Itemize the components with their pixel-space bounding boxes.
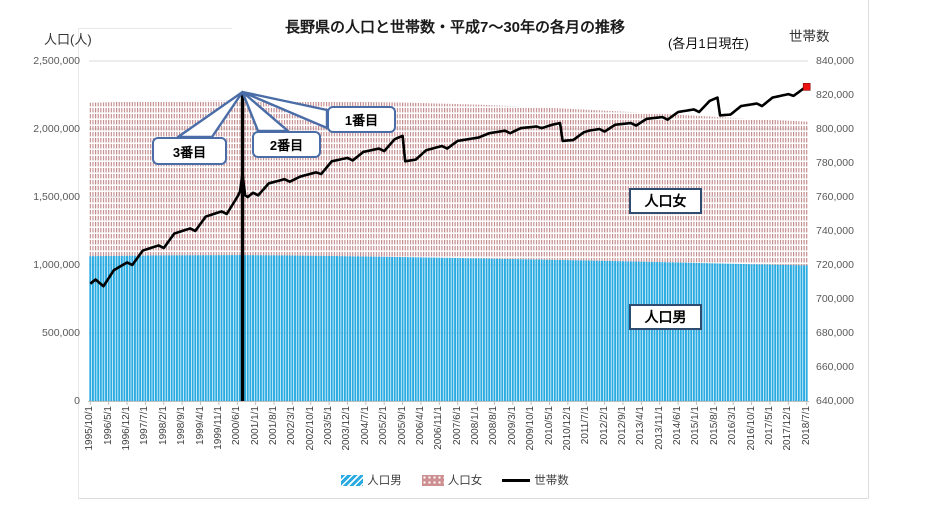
- x-axis-tick-label: 2008/8/1: [488, 406, 500, 445]
- x-axis-tick-label: 2016/3/1: [727, 406, 739, 445]
- right-axis-tick-label: 640,000: [816, 395, 854, 407]
- x-axis-tick-label: 2010/12/1: [561, 406, 573, 451]
- x-axis-tick-label: 2006/11/1: [433, 406, 445, 450]
- x-axis-tick-label: 2005/9/1: [396, 406, 408, 445]
- left-axis-tick-label: 500,000: [42, 327, 80, 339]
- left-axis-tick-label: 1,000,000: [33, 259, 80, 271]
- left-axis-tick-label: 2,500,000: [33, 55, 80, 67]
- right-axis-tick-label: 740,000: [816, 225, 854, 237]
- legend-item-male: 人口男: [341, 472, 402, 488]
- right-axis-tick-label: 780,000: [816, 157, 854, 169]
- x-axis-tick-label: 2005/2/1: [378, 406, 390, 445]
- x-axis-tick-label: 2010/5/1: [543, 406, 555, 445]
- x-axis-tick-label: 2011/7/1: [580, 406, 592, 445]
- x-axis-tick-label: 2016/10/1: [745, 406, 757, 451]
- female-series-label: 人口女: [629, 188, 702, 214]
- line-end-marker: [802, 83, 811, 91]
- x-axis-tick-label: 2012/2/1: [598, 406, 610, 445]
- x-axis-tick-label: 2017/5/1: [763, 406, 775, 445]
- subtitle-note: (各月1日現在): [668, 36, 749, 51]
- x-axis-tick-label: 2007/6/1: [451, 406, 463, 445]
- right-axis-tick-label: 680,000: [816, 327, 854, 339]
- left-axis-title: 人口(人): [44, 32, 92, 47]
- legend-male-label: 人口男: [367, 475, 402, 487]
- right-axis-tick-label: 720,000: [816, 259, 854, 271]
- x-axis-tick-label: 1999/11/1: [212, 406, 224, 450]
- x-axis-tick-label: 2006/4/1: [414, 406, 426, 445]
- callout-rank-1: 1番目: [327, 106, 396, 133]
- right-axis-tick-label: 760,000: [816, 191, 854, 203]
- male-series-label: 人口男: [629, 304, 702, 330]
- right-axis-tick-label: 820,000: [816, 89, 854, 101]
- male-swatch-icon: [341, 474, 364, 486]
- legend-item-female: 人口女: [421, 472, 483, 488]
- x-axis-tick-label: 2009/10/1: [525, 406, 537, 451]
- x-axis-tick-label: 2001/8/1: [267, 406, 279, 445]
- x-axis-tick-label: 2003/5/1: [323, 406, 335, 445]
- legend-households-label: 世帯数: [534, 475, 569, 487]
- x-axis-tick-label: 2002/10/1: [304, 406, 316, 451]
- x-axis-tick-label: 2017/12/1: [782, 406, 794, 451]
- x-axis-tick-label: 1996/5/1: [102, 406, 114, 445]
- chart-frame-border: [78, 0, 869, 499]
- x-axis-tick-label: 1995/10/1: [84, 406, 96, 451]
- x-axis-tick-label: 2009/3/1: [506, 406, 518, 445]
- x-axis-tick-label: 2015/8/1: [708, 406, 720, 445]
- female-swatch-icon: [421, 474, 444, 486]
- x-axis-tick-label: 2013/11/1: [653, 406, 665, 450]
- right-axis-tick-label: 800,000: [816, 123, 854, 135]
- left-axis-tick-label: 2,000,000: [33, 123, 80, 135]
- x-axis-tick-label: 2018/7/1: [800, 406, 812, 445]
- households-line: [89, 83, 811, 288]
- right-axis-tick-label: 840,000: [816, 55, 854, 67]
- legend: 人口男 人口女 世帯数: [90, 471, 820, 489]
- left-axis-tick-label: 0: [74, 395, 80, 407]
- right-axis-title: 世帯数: [789, 29, 830, 44]
- x-axis-tick-label: 1997/7/1: [139, 406, 151, 445]
- x-axis-tick-label: 1996/12/1: [121, 406, 133, 451]
- line-swatch-icon: [502, 478, 531, 482]
- population-bars: [89, 99, 808, 401]
- x-axis-tick-label: 2014/6/1: [672, 406, 684, 445]
- x-axis-tick-label: 2004/7/1: [359, 406, 371, 445]
- legend-item-households: 世帯数: [502, 472, 569, 488]
- x-axis-tick-label: 1999/4/1: [194, 406, 206, 445]
- callout-rank-3: 3番目: [152, 137, 227, 165]
- left-axis-tick-label: 1,500,000: [33, 191, 80, 203]
- x-axis-tick-label: 2001/1/1: [249, 406, 261, 445]
- x-axis-tick-label: 1998/2/1: [157, 406, 169, 445]
- x-axis-tick-label: 2003/12/1: [341, 406, 353, 451]
- x-axis-tick-label: 2012/9/1: [617, 406, 628, 445]
- x-axis-tick-label: 2002/3/1: [286, 406, 298, 445]
- chart-title: 長野県の人口と世帯数・平成7～30年の各月の推移: [284, 19, 626, 36]
- right-axis-tick-label: 700,000: [816, 293, 854, 305]
- x-axis-tick-label: 2015/1/1: [690, 406, 702, 445]
- x-axis-tick-label: 2013/4/1: [635, 406, 647, 445]
- x-axis-tick-label: 2000/6/1: [231, 406, 243, 445]
- x-axis-tick-label: 1998/9/1: [176, 406, 188, 445]
- callout-rank-2: 2番目: [252, 131, 321, 158]
- x-axis-tick-label: 2008/1/1: [470, 406, 482, 445]
- legend-female-label: 人口女: [447, 475, 483, 487]
- right-axis-tick-label: 660,000: [816, 361, 854, 373]
- x-axis: [88, 401, 809, 405]
